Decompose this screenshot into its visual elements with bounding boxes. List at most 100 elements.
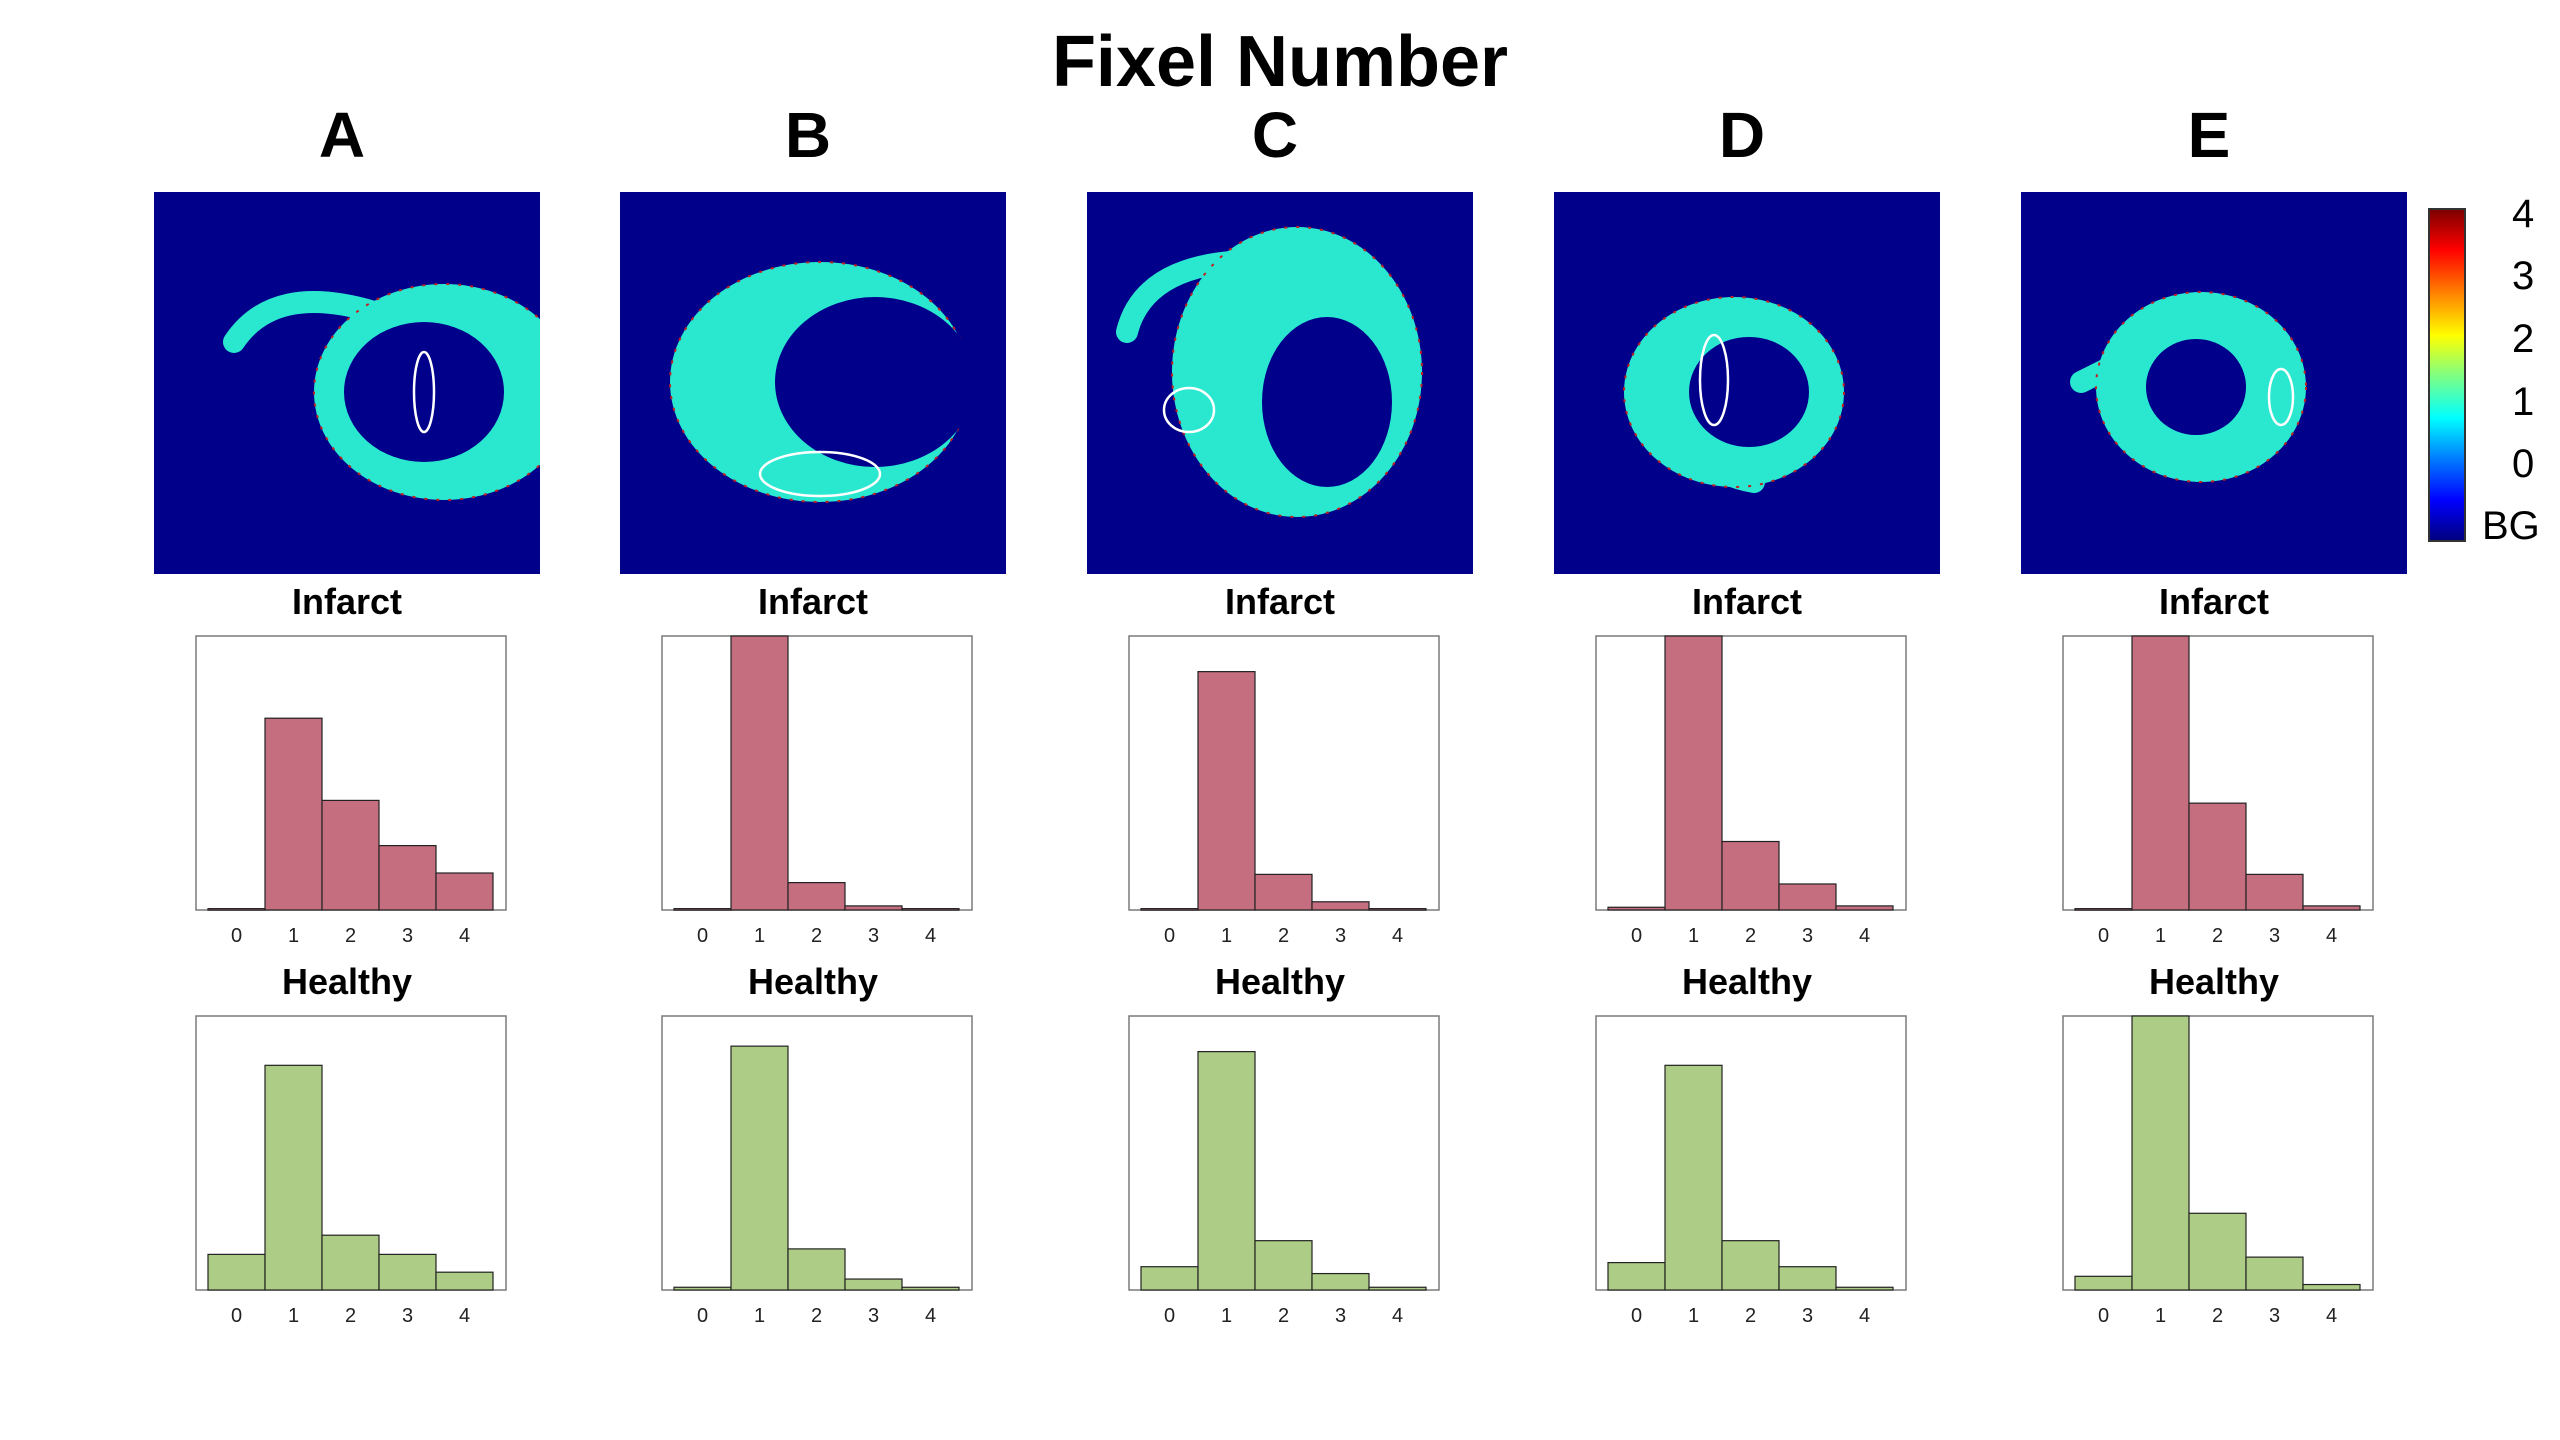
infarct-histogram: 0 1 2 3 4	[2062, 635, 2374, 947]
infarct-histogram-title: Infarct	[291, 581, 403, 622]
histogram-bar-0	[673, 908, 732, 911]
infarct-histogram-title: Infarct	[1691, 581, 1803, 622]
x-tick-label: 4	[1392, 925, 1403, 947]
histogram-bar-1	[1197, 1051, 1256, 1291]
fixel-map-image	[154, 192, 540, 574]
histogram-bar-0	[2074, 1275, 2133, 1291]
plot-frame	[1128, 635, 1440, 911]
histogram-bar-2	[1721, 1240, 1780, 1291]
x-tick-label: 0	[1631, 925, 1642, 947]
x-tick-label: 3	[402, 1305, 413, 1327]
x-tick-label: 2	[345, 925, 356, 947]
panel-b: B Infarct 0 1 2 3 4 Healthy 0 1 2 3 4	[608, 90, 1008, 1330]
infarct-histogram-title: Infarct	[757, 581, 869, 622]
histogram-bar-4	[2302, 905, 2361, 911]
x-tick-label: 1	[1221, 1305, 1232, 1327]
histogram-bar-1	[1197, 671, 1256, 911]
histogram-bar-4	[2302, 1283, 2361, 1291]
infarct-histogram: 0 1 2 3 4	[661, 635, 973, 947]
infarct-roi-outline	[1698, 333, 1730, 427]
histogram-bar-3	[1778, 883, 1837, 911]
healthy-histogram: 0 1 2 3 4	[195, 1015, 507, 1327]
fixel-map-image	[1554, 192, 1940, 574]
x-tick-label: 2	[1278, 1305, 1289, 1327]
histogram-bar-2	[321, 1234, 380, 1291]
x-tick-label: 4	[2326, 1305, 2337, 1327]
x-tick-label: 3	[1802, 925, 1813, 947]
myocardium-ring	[669, 261, 975, 503]
histogram-bar-1	[1664, 635, 1723, 911]
healthy-histogram-title: Healthy	[1681, 961, 1813, 1002]
x-tick-label: 3	[1802, 1305, 1813, 1327]
infarct-histogram: 0 1 2 3 4	[195, 635, 507, 947]
x-tick-label: 1	[2155, 1305, 2166, 1327]
histogram-bar-0	[207, 908, 266, 911]
infarct-roi-outline	[412, 350, 436, 434]
healthy-histogram: 0 1 2 3 4	[1128, 1015, 1440, 1327]
x-tick-label: 0	[697, 1305, 708, 1327]
panel-a: A Infarct 0 1 2 3 4 Healthy 0 1 2 3 4	[142, 90, 542, 1330]
colorbar-tick-label: 3	[2512, 254, 2535, 298]
infarct-histogram-title: Infarct	[1224, 581, 1336, 622]
x-tick-label: 0	[697, 925, 708, 947]
panel-label: C	[1251, 99, 1299, 171]
x-tick-label: 3	[868, 925, 879, 947]
histogram-bar-2	[321, 799, 380, 911]
colorbar	[2428, 208, 2466, 542]
panel-c: C Infarct 0 1 2 3 4 Healthy 0 1 2 3 4	[1075, 90, 1475, 1330]
x-tick-label: 0	[231, 1305, 242, 1327]
x-tick-label: 2	[2212, 1305, 2223, 1327]
x-tick-label: 2	[1745, 925, 1756, 947]
histogram-bar-3	[844, 905, 903, 911]
x-tick-label: 2	[345, 1305, 356, 1327]
histogram-bar-1	[1664, 1064, 1723, 1291]
histogram-bar-3	[2245, 1256, 2304, 1291]
figure-title: Fixel Number	[1051, 22, 1509, 102]
panel-label: B	[784, 99, 832, 171]
myocardium-ring	[2095, 291, 2307, 483]
histogram-bar-0	[673, 1286, 732, 1291]
histogram-bar-4	[1368, 908, 1427, 911]
histogram-bar-2	[2188, 802, 2247, 911]
histogram-bar-0	[207, 1253, 266, 1291]
histogram-bar-1	[2131, 635, 2190, 911]
x-tick-label: 3	[868, 1305, 879, 1327]
plot-frame	[661, 635, 973, 911]
colorbar-tick-label: 1	[2512, 380, 2535, 424]
histogram-bar-1	[730, 1045, 789, 1291]
x-tick-label: 0	[1164, 1305, 1175, 1327]
histogram-bar-1	[264, 717, 323, 911]
healthy-histogram-title: Healthy	[1214, 961, 1346, 1002]
x-tick-label: 4	[459, 925, 470, 947]
infarct-roi-outline	[1162, 386, 1216, 434]
x-tick-label: 1	[2155, 925, 2166, 947]
panel-label: D	[1718, 99, 1766, 171]
histogram-bar-4	[901, 1286, 960, 1291]
x-tick-label: 1	[754, 925, 765, 947]
histogram-bar-4	[901, 908, 960, 911]
histogram-bar-0	[1140, 908, 1199, 911]
myocardium-ring	[313, 283, 540, 501]
x-tick-label: 1	[1688, 1305, 1699, 1327]
histogram-bar-2	[1254, 873, 1313, 911]
histogram-bar-4	[1368, 1286, 1427, 1291]
x-tick-label: 3	[2269, 1305, 2280, 1327]
histogram-bar-1	[2131, 1015, 2190, 1291]
x-tick-label: 4	[925, 1305, 936, 1327]
histogram-bar-2	[787, 1248, 846, 1291]
colorbar-tick-label: 4	[2512, 192, 2535, 236]
x-tick-label: 4	[459, 1305, 470, 1327]
healthy-histogram-title: Healthy	[747, 961, 879, 1002]
histogram-bar-3	[2245, 873, 2304, 911]
colorbar-tick-label: 0	[2512, 442, 2535, 486]
healthy-histogram-title: Healthy	[281, 961, 413, 1002]
infarct-histogram: 0 1 2 3 4	[1595, 635, 1907, 947]
x-tick-label: 2	[1278, 925, 1289, 947]
histogram-bar-2	[787, 882, 846, 911]
x-tick-label: 2	[811, 925, 822, 947]
histogram-bar-3	[1778, 1266, 1837, 1291]
x-tick-label: 3	[1335, 1305, 1346, 1327]
x-tick-label: 4	[2326, 925, 2337, 947]
x-tick-label: 0	[231, 925, 242, 947]
histogram-bar-3	[1311, 1272, 1370, 1291]
